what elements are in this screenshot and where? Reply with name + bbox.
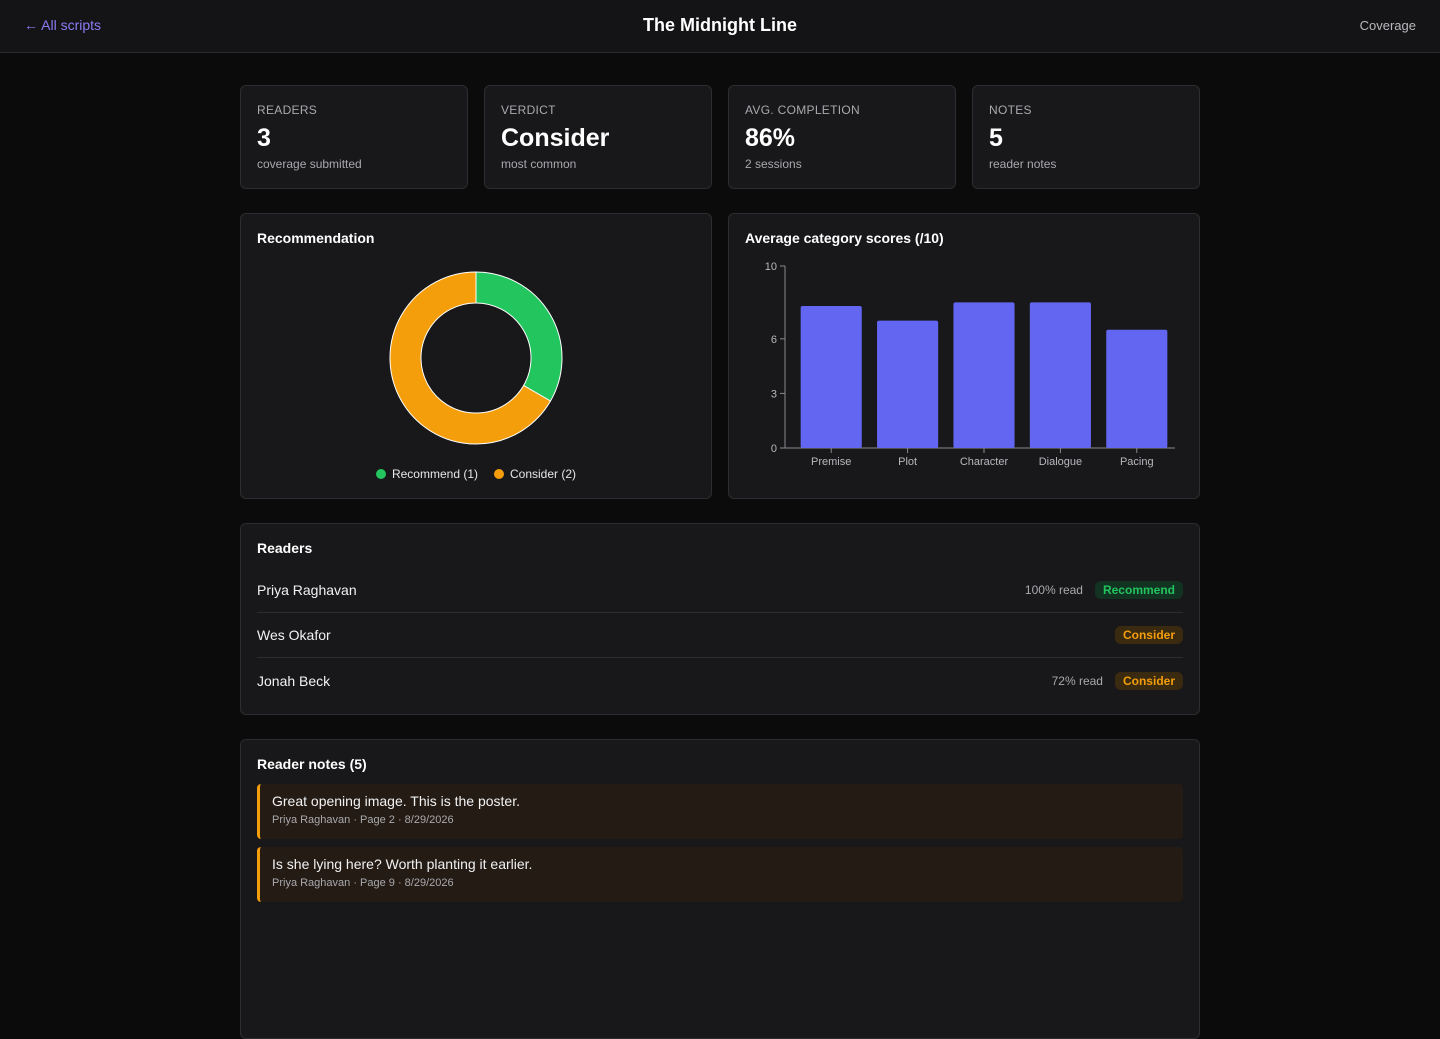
bar-plot — [877, 320, 939, 448]
reader-progress: 72% read — [1051, 673, 1103, 688]
stat-label: NOTES — [989, 103, 1032, 117]
reader-name: Jonah Beck — [257, 672, 331, 689]
legend-item-consider: Consider (2) — [494, 467, 576, 481]
verdict-badge: Consider — [1114, 671, 1183, 690]
y-tick-label: 3 — [771, 388, 777, 400]
x-tick-label: Pacing — [1120, 456, 1154, 468]
stat-card-notes: NOTES 5 reader notes — [972, 85, 1200, 189]
legend-label: Consider (2) — [510, 467, 577, 481]
stat-value: 5 — [989, 124, 1003, 152]
note-text: Great opening image. This is the poster. — [272, 793, 520, 809]
stat-value: 3 — [257, 124, 271, 152]
reader-row[interactable]: Jonah Beck 72% read Consider — [257, 658, 1183, 703]
reader-name: Priya Raghavan — [257, 582, 357, 598]
stats-row: READERS 3 coverage submitted VERDICT Con… — [240, 85, 1200, 189]
legend-item-recommend: Recommend (1) — [375, 467, 478, 481]
y-tick-label: 6 — [771, 334, 777, 346]
donut-svg — [389, 271, 563, 445]
x-tick-label: Dialogue — [1039, 456, 1082, 468]
bar-character — [953, 302, 1015, 448]
coverage-nav-item[interactable]: Coverage — [1359, 18, 1416, 33]
category-scores-card: Average category scores (/10) 0 3 6 10 Premi… — [728, 213, 1200, 499]
readers-title: Readers — [257, 540, 313, 556]
y-tick-label: 0 — [771, 443, 777, 455]
stat-label: READERS — [257, 103, 318, 117]
stat-subtitle: 2 sessions — [745, 157, 802, 171]
recommendation-title: Recommendation — [257, 230, 375, 246]
stat-label: VERDICT — [501, 103, 556, 117]
bar-dialogue — [1029, 302, 1091, 448]
y-tick-label: 10 — [765, 261, 777, 273]
reader-name: Wes Okafor — [257, 627, 331, 643]
stat-subtitle: most common — [501, 157, 577, 171]
legend-label: Recommend (1) — [391, 467, 478, 481]
charts-row: Recommendation Recommend (1) Consider (2… — [240, 213, 1200, 499]
recommendation-card: Recommendation Recommend (1) Consider (2… — [240, 213, 712, 499]
donut-slice-consider — [389, 271, 552, 445]
page-title: The Midnight Line — [643, 15, 797, 35]
verdict-badge: Consider — [1114, 626, 1183, 644]
readers-card: Readers Priya Raghavan 100% read Recomme… — [240, 523, 1200, 715]
reader-progress: 100% read — [1024, 583, 1083, 597]
x-tick-label: Plot — [898, 456, 917, 468]
x-tick-label: Premise — [811, 456, 851, 468]
recommendation-legend: Recommend (1) Consider (2) — [241, 467, 711, 481]
stat-subtitle: coverage submitted — [257, 157, 362, 171]
stat-label: AVG. COMPLETION — [745, 103, 860, 117]
donut-slice-recommend — [475, 271, 563, 402]
stat-card-verdict: VERDICT Consider most common — [484, 85, 712, 189]
reader-row[interactable]: Priya Raghavan 100% read Recommend — [257, 568, 1183, 613]
reader-notes-title: Reader notes (5) — [257, 756, 367, 772]
note-meta: Priya Raghavan · Page 2 · 8/29/2026 — [272, 814, 454, 826]
category-scores-title: Average category scores (/10) — [745, 230, 944, 246]
bar-premise — [800, 306, 862, 448]
back-to-all-scripts-link[interactable]: ← All scripts — [24, 17, 102, 33]
note-text: Is she lying here? Worth planting it ear… — [272, 856, 533, 872]
reader-note[interactable]: Is she lying here? Worth planting it ear… — [257, 847, 1183, 902]
legend-swatch-consider — [494, 469, 504, 479]
bar-pacing — [1106, 329, 1168, 448]
reader-note[interactable]: Great opening image. This is the poster.… — [257, 784, 1183, 839]
top-bar: ← All scripts The Midnight Line Coverage — [0, 0, 1440, 53]
reader-list: Priya Raghavan 100% read Recommend Wes O… — [257, 568, 1183, 703]
stat-card-completion: AVG. COMPLETION 86% 2 sessions — [728, 85, 956, 189]
note-meta: Priya Raghavan · Page 9 · 8/29/2026 — [272, 877, 454, 889]
stat-card-readers: READERS 3 coverage submitted — [240, 85, 468, 189]
stat-value: 86% — [745, 124, 796, 152]
main-content: READERS 3 coverage submitted VERDICT Con… — [240, 85, 1200, 1039]
reader-row[interactable]: Wes Okafor Consider — [257, 613, 1183, 658]
recommendation-donut-chart — [389, 271, 563, 445]
x-tick-label: Character — [960, 456, 1009, 468]
verdict-badge: Recommend — [1094, 581, 1183, 599]
legend-swatch-recommend — [375, 469, 386, 479]
stat-subtitle: reader notes — [989, 157, 1057, 171]
reader-notes-card: Reader notes (5) Great opening image. Th… — [240, 739, 1200, 1039]
stat-value: Consider — [501, 124, 610, 152]
category-scores-bar-chart: 0 3 6 10 Premise Plot Character Dialogue Pacing — [765, 261, 1175, 468]
